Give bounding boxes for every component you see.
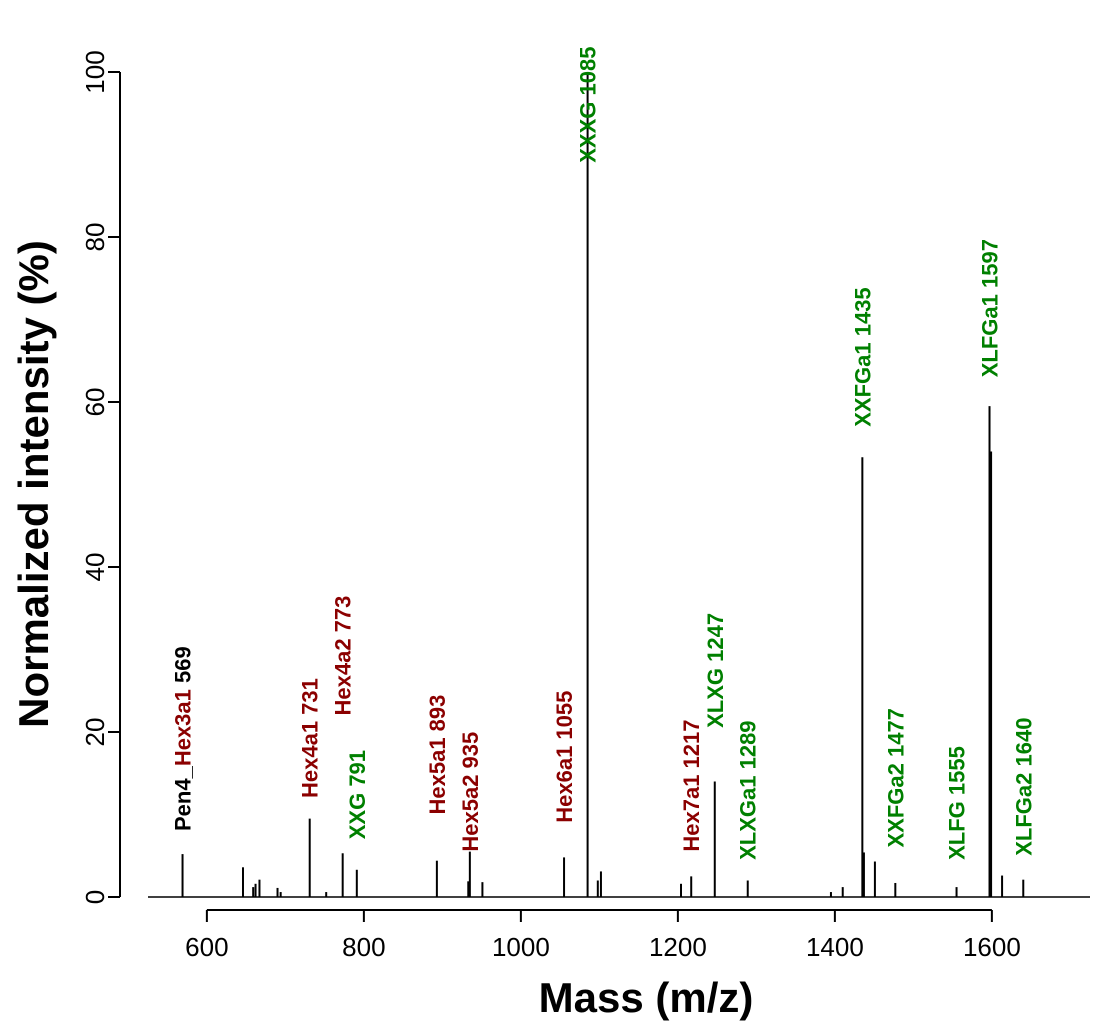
x-tick-label: 1400 bbox=[806, 932, 864, 962]
peak-label: Hex5a1 893 bbox=[424, 695, 449, 815]
peak-label-part: XXFGa1 1435 bbox=[850, 287, 875, 426]
peak-label: XLXGa1 1289 bbox=[735, 720, 760, 859]
peak-label: Hex4a2 773 bbox=[330, 596, 355, 716]
peak-label-part: Hex5a2 935 bbox=[457, 732, 482, 852]
x-tick-label: 600 bbox=[185, 932, 228, 962]
x-tick-label: 1600 bbox=[963, 932, 1021, 962]
y-tick-label: 60 bbox=[80, 388, 110, 417]
peak-label-part: XXFGa2 1477 bbox=[883, 708, 908, 847]
x-axis-title: Mass (m/z) bbox=[539, 974, 754, 1021]
x-axis: 600 800 1000 1200 1400 1600 bbox=[185, 909, 1021, 962]
y-axis: 0 20 40 60 80 100 bbox=[80, 50, 121, 904]
peak-label: Hex4a1 731 bbox=[297, 678, 322, 798]
peak-label-part: XLXG 1247 bbox=[702, 613, 727, 728]
peak-labels: Pen4_Hex3a1 569 Hex4a1 731 Hex4a2 773 XXG 7… bbox=[170, 47, 1036, 860]
peak-label-part: Hex7a1 1217 bbox=[679, 720, 704, 852]
x-tick-label: 1200 bbox=[649, 932, 707, 962]
peak-label: Hex6a1 1055 bbox=[552, 691, 577, 823]
peak-label-part: XLFGa1 1597 bbox=[977, 239, 1002, 377]
peak-label: XLFGa2 1640 bbox=[1011, 718, 1036, 856]
peak-label: XXFGa1 1435 bbox=[850, 287, 875, 426]
peak-label: XLFGa1 1597 bbox=[977, 239, 1002, 377]
peak-label: Pen4_Hex3a1 569 bbox=[170, 646, 195, 831]
peak-label: Hex5a2 935 bbox=[457, 732, 482, 852]
y-axis-title: Normalized intensity (%) bbox=[10, 240, 57, 728]
peak-label-part: XXG 791 bbox=[344, 750, 369, 839]
peak-label-part: 569 bbox=[170, 646, 195, 689]
peak-label-part: XLXGa1 1289 bbox=[735, 720, 760, 859]
y-tick-label: 40 bbox=[80, 553, 110, 582]
peak-label-part: XLFGa2 1640 bbox=[1011, 718, 1036, 856]
peak-label: XLFG 1555 bbox=[944, 746, 969, 860]
y-tick-label: 80 bbox=[80, 223, 110, 252]
y-tick-label: 20 bbox=[80, 718, 110, 747]
peak-label: XXXG 1085 bbox=[575, 47, 600, 163]
peak-label-part: Hex3a1 bbox=[170, 689, 195, 766]
spectrum-peaks bbox=[148, 72, 1090, 898]
peak-label: XXFGa2 1477 bbox=[883, 708, 908, 847]
peak-label-part: Pen4_ bbox=[170, 765, 195, 831]
peak-label-part: Hex5a1 893 bbox=[424, 695, 449, 815]
peak-label-part: Hex4a1 731 bbox=[297, 678, 322, 798]
peak-label-part: XXXG 1085 bbox=[575, 47, 600, 163]
x-tick-label: 800 bbox=[342, 932, 385, 962]
y-tick-label: 0 bbox=[80, 890, 110, 904]
peak-label-part: Hex6a1 1055 bbox=[552, 691, 577, 823]
x-tick-label: 1000 bbox=[492, 932, 550, 962]
y-tick-label: 100 bbox=[80, 50, 110, 93]
peak-label: XXG 791 bbox=[344, 750, 369, 839]
peak-label: XLXG 1247 bbox=[702, 613, 727, 728]
peak-label: Hex7a1 1217 bbox=[679, 720, 704, 852]
peak-label-part: XLFG 1555 bbox=[944, 746, 969, 860]
peak-label-part: Hex4a2 773 bbox=[330, 596, 355, 716]
